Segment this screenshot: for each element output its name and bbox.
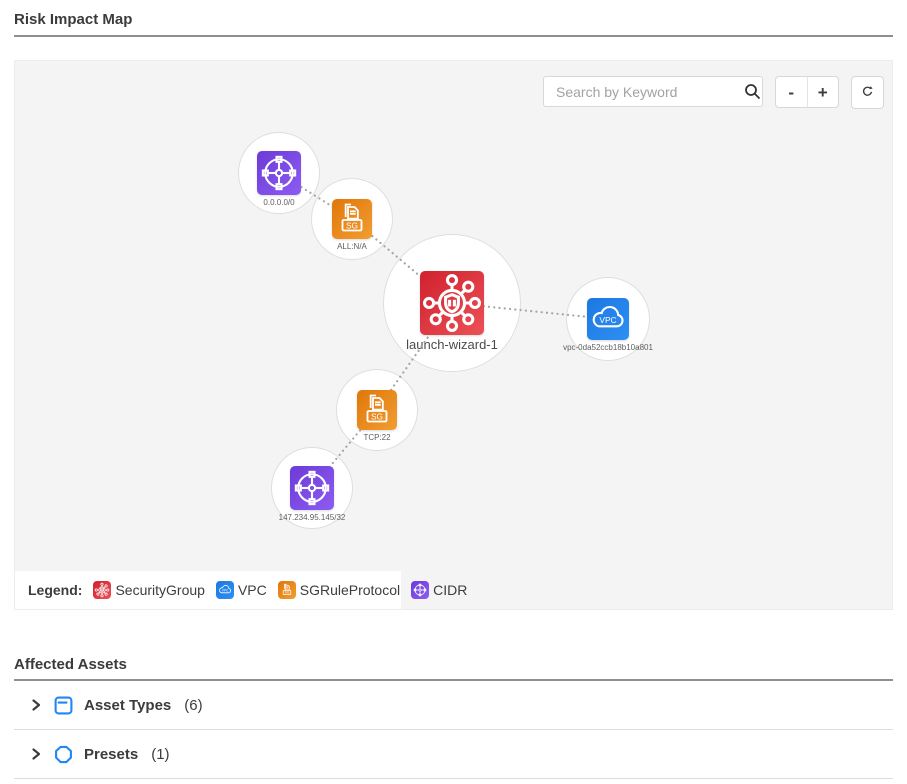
chevron-right-icon[interactable] [29,698,43,712]
search-icon[interactable] [743,83,762,100]
legend: Legend: SecurityGroup VPC VPC SG SGRulePro… [15,571,467,609]
svg-text:SG: SG [371,411,383,421]
title-divider [14,35,893,37]
node-label-sgrule-all: ALL:N/A [337,242,367,251]
sgrule-icon[interactable]: SG [357,390,397,430]
sgrule-legend-icon: SG [277,581,296,599]
risk-impact-map-panel: 0.0.0.0/0 ALL:N/A launch-wizard-1 vpc-0da52… [14,60,893,610]
chevron-right-icon[interactable] [29,747,43,761]
node-label-sg-launch-wizard: launch-wizard-1 [406,337,498,352]
asset-types-icon [54,696,73,715]
refresh-icon [859,83,876,103]
legend-item-label: VPC [237,582,267,598]
legend-title: Legend: [28,582,83,598]
legend-item-cidr: CIDR [411,581,467,599]
affected-assets-title: Affected Assets [14,656,127,673]
zoom-in-button[interactable]: + [808,77,839,107]
asset-row-presets[interactable]: Presets (1) [14,730,893,779]
legend-item-label: SGRuleProtocol [299,582,401,598]
cidr-icon[interactable] [257,151,301,195]
legend-item-label: SecurityGroup [115,582,205,598]
sgrule-icon[interactable]: SG [332,199,372,239]
search-input[interactable] [544,83,743,100]
asset-row-label: Presets [84,745,139,763]
svg-text:SG: SG [346,220,358,230]
svg-text:VPC: VPC [599,315,616,325]
securitygroup-legend-icon [93,581,112,599]
asset-row-count: (6) [184,696,203,714]
node-label-sgrule-tcp22: TCP:22 [363,433,391,442]
svg-text:VPC: VPC [222,589,229,593]
page-title: Risk Impact Map [14,11,133,28]
zoom-out-button[interactable]: - [776,77,808,107]
search-box [543,76,763,107]
cidr-icon[interactable] [290,466,334,510]
zoom-controls: - + [775,76,839,108]
legend-item-sgrule: SG SGRuleProtocol [277,581,401,599]
vpc-icon[interactable]: VPC [587,298,629,340]
svg-text:SG: SG [284,591,289,595]
refresh-button[interactable] [851,76,884,109]
affected-assets-divider [14,679,893,681]
cidr-legend-icon [411,581,430,599]
legend-item-label: CIDR [433,582,468,598]
asset-row-count: (1) [151,745,170,763]
presets-icon [54,745,73,764]
asset-row-asset-types[interactable]: Asset Types (6) [14,681,893,730]
legend-item-vpc: VPC VPC [215,581,267,599]
affected-assets-list: Asset Types (6) Presets (1) [14,681,893,779]
graph-canvas[interactable]: 0.0.0.0/0 ALL:N/A launch-wizard-1 vpc-0da52… [15,61,892,609]
securitygroup-icon[interactable] [420,271,484,335]
node-label-cidr-147: 147.234.95.145/32 [278,513,346,522]
node-label-vpc-node: vpc-0da52ccb18b10a801 [563,343,653,352]
legend-item-securitygroup: SecurityGroup [93,581,205,599]
vpc-legend-icon: VPC [215,581,234,599]
asset-row-label: Asset Types [84,696,172,714]
